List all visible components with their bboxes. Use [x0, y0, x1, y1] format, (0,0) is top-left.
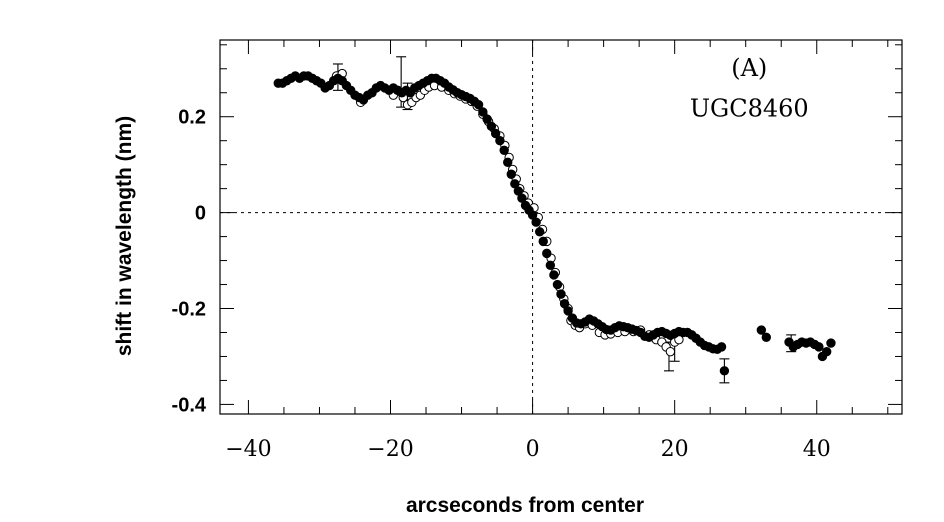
filled-data-point	[531, 217, 541, 227]
filled-data-point	[563, 306, 573, 316]
filled-data-point	[495, 135, 505, 146]
filled-data-point	[534, 227, 545, 237]
filled-data-point	[542, 248, 552, 259]
data-points	[273, 68, 836, 376]
filled-data-point	[482, 114, 492, 124]
x-tick-labels: −40 −20 0 20 40	[225, 437, 831, 462]
plot-frame	[219, 39, 903, 415]
filled-data-point	[719, 366, 730, 376]
y-tick-label: -0.4	[172, 394, 207, 416]
filled-data-point	[826, 338, 836, 348]
filled-data-point	[761, 332, 772, 342]
filled-data-point	[814, 342, 824, 352]
y-tick-label: 0.2	[178, 107, 206, 129]
filled-data-point	[756, 325, 767, 335]
x-tick-label: −20	[367, 437, 413, 462]
filled-data-point	[503, 157, 513, 167]
filled-data-point	[499, 145, 509, 155]
plot-area	[219, 39, 903, 415]
filled-data-point	[538, 236, 548, 247]
filled-data-point	[506, 169, 516, 179]
x-tick-label: 0	[526, 437, 540, 462]
filled-data-point	[545, 260, 556, 271]
filled-data-point	[478, 107, 488, 117]
panel-label: (A)	[731, 54, 767, 82]
y-tick-label: -0.2	[172, 299, 206, 321]
axis-ticks	[220, 40, 902, 414]
filled-data-point	[552, 279, 563, 290]
filled-data-point	[556, 289, 566, 299]
x-tick-label: 40	[803, 437, 831, 462]
x-tick-label: −40	[225, 437, 271, 462]
filled-data-point	[821, 346, 832, 357]
filled-data-point	[486, 121, 497, 132]
filled-data-point	[473, 100, 484, 110]
open-data-point	[665, 346, 676, 357]
y-tick-label: 0	[195, 203, 206, 225]
annotations: (A) UGC8460	[690, 54, 809, 123]
filled-data-point	[549, 270, 559, 280]
x-axis-title: arcseconds from center	[406, 494, 644, 517]
galaxy-name-label: UGC8460	[690, 95, 809, 123]
x-tick-label: 20	[661, 437, 689, 462]
filled-data-point	[716, 342, 727, 352]
filled-data-point	[490, 128, 501, 139]
y-axis-title: shift in wavelength (nm)	[113, 116, 136, 356]
y-tick-labels: 0.2 0 -0.2 -0.4	[172, 107, 207, 417]
